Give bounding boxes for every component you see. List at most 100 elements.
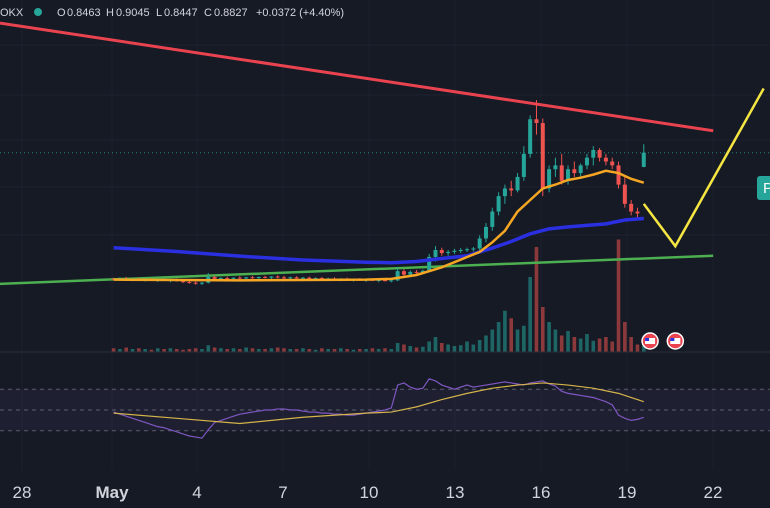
volume-bar (540, 307, 545, 352)
candle-body (515, 176, 520, 191)
close-label: C (204, 7, 212, 19)
candle-body (420, 270, 425, 273)
candle-body (282, 277, 287, 279)
rsi-pane (0, 378, 770, 439)
volume-bar (402, 344, 406, 352)
volume-bar (446, 344, 450, 352)
candle-body (597, 150, 602, 158)
candle-body (540, 123, 545, 189)
volume-bar (547, 322, 551, 352)
projection-path[interactable] (642, 87, 765, 249)
candle-body (376, 280, 381, 281)
candle-body (395, 271, 400, 281)
volume-bar (149, 349, 154, 352)
volume-bar (421, 346, 425, 352)
volume-bar (629, 337, 633, 352)
candle-body (509, 188, 514, 191)
volume-bar (572, 337, 577, 352)
candle-body (433, 250, 438, 257)
flag-canton-icon (645, 338, 650, 341)
candle-body (502, 188, 507, 197)
candle-body (218, 278, 223, 280)
flag-canton-icon (670, 338, 675, 341)
candle-body (307, 277, 312, 279)
low-label: L (156, 7, 162, 19)
candle-body (269, 276, 274, 278)
candle-body (389, 280, 394, 282)
volume-bar (389, 349, 394, 352)
volume-bar (465, 341, 469, 352)
candle-body (603, 157, 608, 162)
resistance-trendline[interactable] (0, 21, 714, 133)
volume-bar (155, 348, 160, 352)
high-label: H (106, 7, 114, 19)
volume-bar (137, 348, 141, 352)
candle-body (490, 211, 495, 227)
candle-body (383, 280, 387, 282)
candle-body (477, 238, 482, 249)
volume-bar (320, 348, 324, 352)
exchange-label: OKX (0, 7, 24, 19)
candles (111, 100, 646, 285)
candle-body (212, 276, 217, 279)
volume-bar (282, 348, 286, 352)
volume-bar (345, 349, 349, 352)
volume-bar (452, 346, 457, 352)
volume-bar (553, 329, 558, 352)
volume-bar (509, 318, 514, 352)
volume-bar (193, 348, 198, 352)
event-markers[interactable] (641, 332, 685, 350)
volume-bar (200, 349, 204, 352)
x-tick-label: 22 (704, 483, 723, 502)
volume-bar (168, 348, 173, 352)
price-badge[interactable]: P (757, 176, 770, 200)
price-badge-label: P (763, 180, 770, 197)
candle-body (483, 226, 488, 239)
candle-body (193, 282, 198, 284)
volume-bar (301, 348, 305, 352)
candle-body (294, 277, 299, 279)
candle-body (622, 184, 627, 204)
candle-body (578, 165, 583, 174)
volume-bar (623, 322, 627, 352)
volume-bar (357, 349, 362, 352)
volume-bar (111, 348, 116, 352)
x-tick-label: 16 (532, 483, 551, 502)
volume-bar (641, 346, 646, 352)
candle-body (414, 271, 419, 273)
volume-bar (118, 349, 122, 352)
volume-bar (490, 329, 495, 352)
volume-bar (370, 348, 375, 352)
volume-bar (433, 337, 438, 352)
candle-body (275, 276, 280, 278)
candle-body (427, 256, 432, 271)
market-status-icon (34, 8, 42, 16)
volume-bar (566, 331, 570, 352)
candle-body (629, 203, 634, 212)
volume-bar (288, 349, 293, 352)
volume-bar (174, 349, 179, 352)
change-value: +0.0372 (+4.40%) (256, 7, 344, 19)
volume-bar (238, 349, 242, 352)
volume-bar (604, 337, 608, 352)
candle-body (572, 169, 577, 174)
candle-body (300, 277, 305, 279)
volume-bar (313, 349, 318, 352)
candle-body (591, 150, 596, 158)
candle-body (199, 282, 204, 284)
volume-bar (250, 348, 255, 352)
volume-pane (0, 239, 770, 353)
candle-body (584, 157, 589, 166)
volume-bar (162, 349, 166, 352)
open-label: O (57, 7, 66, 19)
ma-fast-line (113, 169, 645, 282)
volume-bar (351, 349, 356, 352)
candle-body (446, 251, 451, 254)
low-value: 0.8447 (164, 7, 198, 19)
open-value: 0.8463 (67, 7, 101, 19)
candle-body (641, 152, 646, 167)
volume-bar (124, 347, 129, 352)
volume-bar (440, 343, 444, 352)
